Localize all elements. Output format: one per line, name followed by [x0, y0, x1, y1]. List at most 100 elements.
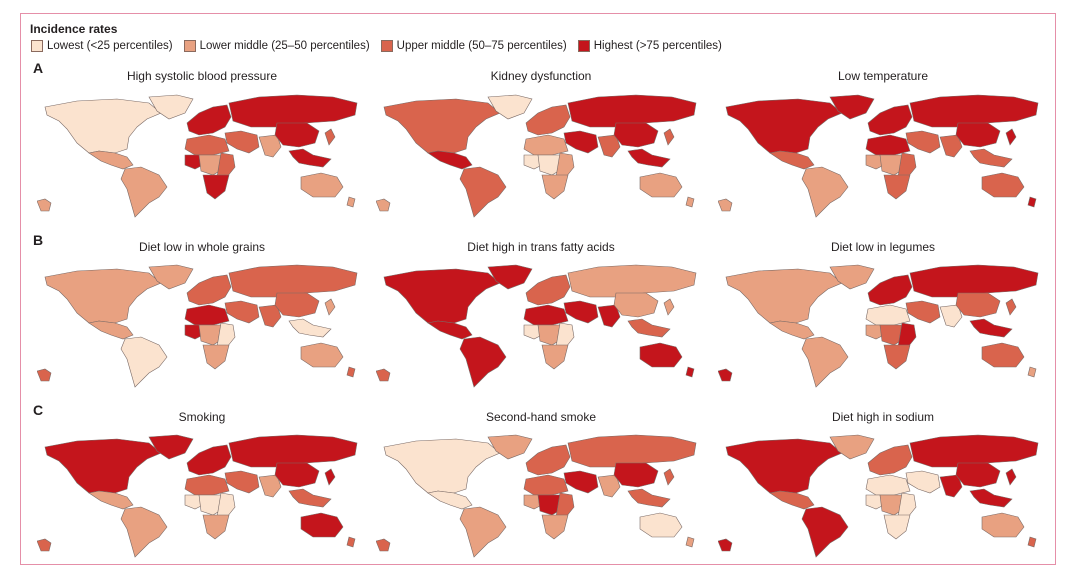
region-gl: [829, 434, 875, 460]
region-waf: [865, 324, 885, 340]
region-eu: [867, 274, 913, 306]
world-map: [718, 263, 1048, 388]
region-ca: [769, 150, 815, 170]
world-map-svg: [718, 94, 1039, 218]
region-au: [639, 342, 683, 368]
world-map-svg: [376, 94, 697, 218]
region-au: [300, 172, 344, 198]
region-au: [981, 342, 1025, 368]
legend-label-highest: Highest (>75 percentiles): [593, 40, 722, 52]
region-nafr: [865, 474, 911, 496]
legend-item-lowest: Lowest (<25 percentiles): [31, 40, 173, 52]
map-title: Diet high in sodium: [831, 410, 935, 424]
map-title: High systolic blood pressure: [126, 69, 278, 83]
region-sea: [969, 318, 1013, 338]
region-na: [383, 98, 501, 154]
region-ind: [597, 474, 621, 498]
region-waf: [865, 494, 885, 510]
legend: Lowest (<25 percentiles) Lower middle (2…: [31, 40, 733, 52]
region-me: [563, 130, 599, 154]
region-gl: [829, 264, 875, 290]
region-eaf: [897, 152, 917, 178]
region-ss: [376, 538, 391, 552]
region-nz: [346, 536, 356, 548]
region-jp: [1005, 468, 1017, 486]
region-ru: [228, 264, 358, 298]
region-saf: [202, 344, 230, 370]
region-nz: [685, 196, 695, 208]
region-sa: [459, 166, 507, 218]
region-sa: [120, 166, 168, 218]
region-eu: [186, 274, 232, 306]
section-label-a: A: [33, 60, 44, 76]
region-eu: [525, 104, 571, 136]
region-eu: [867, 104, 913, 136]
region-ss: [718, 198, 733, 212]
region-me: [905, 130, 941, 154]
world-map-svg: [376, 434, 697, 558]
region-sa: [459, 336, 507, 388]
region-waf: [523, 154, 543, 170]
region-na: [725, 98, 843, 154]
world-map: [37, 93, 367, 218]
region-saf: [883, 344, 911, 370]
region-eaf: [897, 492, 917, 518]
region-sa: [459, 506, 507, 558]
region-nafr: [523, 304, 569, 326]
legend-item-lower-middle: Lower middle (25–50 percentiles): [183, 40, 370, 52]
region-sea: [627, 318, 671, 338]
legend-swatch-lower-middle: [183, 40, 196, 52]
region-sea: [288, 148, 332, 168]
region-chn: [955, 462, 1001, 488]
region-gl: [148, 264, 194, 290]
legend-label-upper-middle: Upper middle (50–75 percentiles): [396, 40, 567, 52]
region-sea: [627, 488, 671, 508]
region-jp: [663, 298, 675, 316]
region-na: [725, 438, 843, 494]
region-eu: [525, 444, 571, 476]
region-jp: [663, 468, 675, 486]
region-chn: [613, 462, 659, 488]
region-sa: [801, 166, 849, 218]
region-ru: [567, 264, 697, 298]
region-ind: [939, 304, 963, 328]
region-ru: [909, 434, 1039, 468]
region-na: [44, 438, 162, 494]
region-jp: [1005, 128, 1017, 146]
region-na: [725, 268, 843, 324]
region-chn: [613, 122, 659, 148]
region-eaf: [216, 152, 236, 178]
region-ca: [427, 150, 473, 170]
world-map: [376, 93, 706, 218]
region-sea: [969, 148, 1013, 168]
region-chn: [274, 292, 320, 318]
region-nz: [685, 536, 695, 548]
region-nz: [1027, 366, 1037, 378]
region-nafr: [865, 304, 911, 326]
region-ru: [567, 94, 697, 128]
region-ss: [718, 538, 733, 552]
region-saf: [883, 174, 911, 200]
region-gl: [487, 434, 533, 460]
region-ind: [597, 304, 621, 328]
region-jp: [1005, 298, 1017, 316]
region-nafr: [523, 134, 569, 156]
region-jp: [663, 128, 675, 146]
region-na: [383, 268, 501, 324]
region-eu: [186, 444, 232, 476]
map-title: Diet low in whole grains: [138, 240, 266, 254]
region-nz: [1027, 196, 1037, 208]
region-ru: [909, 264, 1039, 298]
region-nafr: [865, 134, 911, 156]
legend-swatch-highest: [577, 40, 590, 52]
section-label-b: B: [33, 232, 44, 248]
region-eaf: [555, 152, 575, 178]
region-gl: [829, 94, 875, 120]
map-title: Kidney dysfunction: [490, 69, 592, 83]
region-ss: [718, 368, 733, 382]
world-map: [376, 263, 706, 388]
legend-title: Incidence rates: [30, 22, 118, 36]
region-au: [639, 172, 683, 198]
region-chn: [955, 122, 1001, 148]
region-chn: [955, 292, 1001, 318]
